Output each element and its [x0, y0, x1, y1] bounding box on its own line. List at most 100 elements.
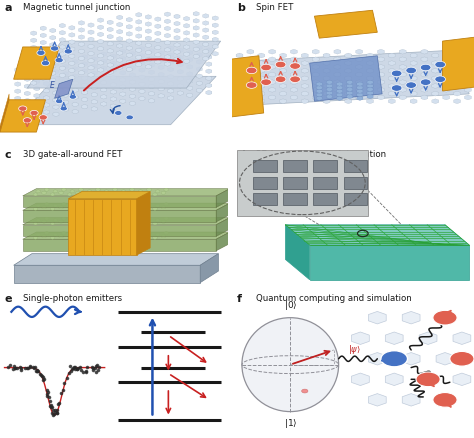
Polygon shape: [93, 235, 98, 238]
Polygon shape: [126, 32, 132, 36]
Point: [43, 387, 51, 394]
Point: [82, 368, 90, 375]
Polygon shape: [110, 104, 116, 109]
Polygon shape: [42, 220, 46, 223]
Polygon shape: [187, 64, 193, 69]
Polygon shape: [148, 56, 155, 60]
Polygon shape: [107, 56, 113, 60]
Circle shape: [60, 106, 67, 111]
Polygon shape: [385, 373, 403, 385]
Polygon shape: [399, 49, 406, 54]
Polygon shape: [45, 231, 49, 235]
Polygon shape: [443, 80, 450, 85]
Point: [66, 363, 74, 370]
Text: $|1\rangle$: $|1\rangle$: [283, 417, 297, 431]
Polygon shape: [104, 219, 109, 222]
Point: [64, 374, 71, 381]
Polygon shape: [138, 190, 143, 193]
Polygon shape: [113, 188, 117, 191]
Polygon shape: [314, 10, 377, 38]
Polygon shape: [104, 204, 109, 207]
Polygon shape: [312, 95, 319, 100]
Polygon shape: [247, 57, 254, 62]
Polygon shape: [310, 56, 382, 101]
Polygon shape: [78, 71, 84, 75]
Polygon shape: [174, 57, 180, 61]
Polygon shape: [69, 68, 75, 73]
Polygon shape: [110, 82, 116, 87]
Point: [60, 379, 68, 386]
Polygon shape: [91, 57, 97, 61]
Polygon shape: [421, 80, 428, 85]
Polygon shape: [68, 191, 150, 199]
Polygon shape: [63, 100, 69, 105]
Circle shape: [115, 111, 122, 115]
Text: 3D heterogeneous integration: 3D heterogeneous integration: [256, 150, 387, 159]
FancyBboxPatch shape: [344, 193, 367, 205]
Polygon shape: [236, 99, 243, 104]
Polygon shape: [129, 101, 136, 106]
Polygon shape: [62, 188, 66, 191]
Polygon shape: [136, 20, 142, 24]
Point: [68, 366, 75, 373]
Polygon shape: [334, 64, 341, 69]
Polygon shape: [323, 61, 330, 66]
Polygon shape: [69, 61, 75, 66]
Polygon shape: [33, 193, 38, 196]
Text: d: d: [237, 150, 245, 159]
Polygon shape: [356, 64, 363, 69]
Polygon shape: [146, 29, 151, 33]
Polygon shape: [454, 99, 461, 104]
Polygon shape: [153, 193, 157, 196]
Polygon shape: [88, 73, 94, 77]
Point: [21, 364, 29, 371]
Polygon shape: [153, 207, 157, 211]
Point: [36, 371, 44, 378]
Polygon shape: [334, 88, 341, 92]
Polygon shape: [399, 64, 406, 69]
Polygon shape: [345, 99, 352, 104]
Polygon shape: [399, 95, 406, 100]
Polygon shape: [15, 75, 21, 79]
Polygon shape: [174, 50, 180, 54]
Polygon shape: [146, 22, 151, 26]
Polygon shape: [327, 95, 332, 99]
Polygon shape: [193, 47, 199, 52]
Polygon shape: [410, 99, 417, 104]
Polygon shape: [107, 63, 113, 67]
Polygon shape: [216, 218, 230, 237]
Point: [65, 370, 73, 377]
Polygon shape: [323, 99, 330, 104]
Polygon shape: [72, 60, 78, 64]
Polygon shape: [88, 51, 94, 56]
Polygon shape: [44, 102, 49, 107]
Polygon shape: [139, 82, 145, 87]
Polygon shape: [421, 49, 428, 54]
FancyBboxPatch shape: [253, 160, 277, 172]
Circle shape: [301, 389, 308, 393]
Polygon shape: [196, 88, 202, 93]
Polygon shape: [368, 353, 386, 365]
Polygon shape: [101, 236, 106, 240]
Polygon shape: [366, 53, 374, 58]
Polygon shape: [84, 207, 89, 211]
Circle shape: [275, 76, 286, 82]
Circle shape: [381, 351, 408, 367]
Polygon shape: [98, 18, 104, 22]
Polygon shape: [31, 52, 36, 57]
Polygon shape: [72, 102, 78, 107]
Polygon shape: [14, 47, 59, 79]
Polygon shape: [345, 61, 352, 66]
Point: [89, 366, 97, 373]
Point: [92, 368, 100, 375]
Polygon shape: [100, 95, 107, 99]
Polygon shape: [127, 191, 132, 194]
Polygon shape: [158, 58, 164, 63]
Circle shape: [416, 372, 440, 387]
Polygon shape: [337, 92, 343, 97]
Polygon shape: [247, 49, 254, 54]
Polygon shape: [203, 42, 209, 47]
Polygon shape: [280, 76, 286, 81]
Polygon shape: [110, 54, 116, 59]
Polygon shape: [337, 96, 343, 100]
